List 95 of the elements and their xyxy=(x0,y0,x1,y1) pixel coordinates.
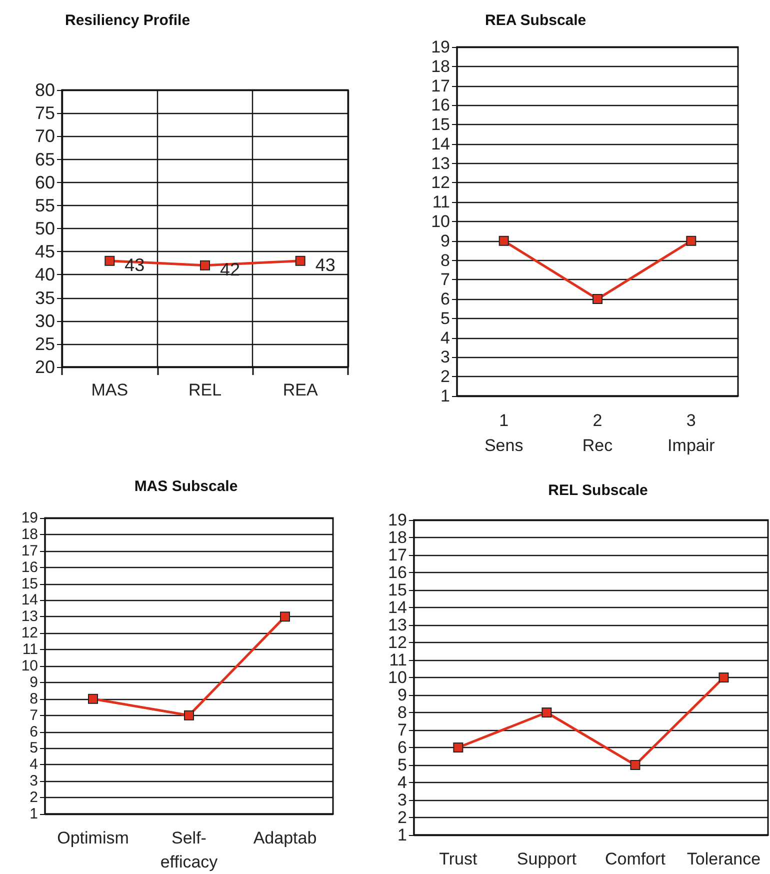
x-tick-label: 3 Impair xyxy=(668,411,716,455)
y-tick-label: 17 xyxy=(388,546,407,564)
y-tick-label: 19 xyxy=(388,510,407,530)
y-tick-label: 40 xyxy=(34,264,55,285)
y-tick-label: 18 xyxy=(388,528,407,547)
y-tick-label: 18 xyxy=(431,56,450,76)
y-tick-label: 9 xyxy=(440,231,450,250)
y-tick-label: 80 xyxy=(34,80,55,100)
chart-title: MAS Subscale xyxy=(134,478,238,495)
y-tick-label: 7 xyxy=(440,270,450,290)
y-tick-label: 45 xyxy=(34,242,55,262)
data-label: 43 xyxy=(315,254,336,275)
y-tick-label: 11 xyxy=(22,641,38,658)
y-tick-label: 5 xyxy=(440,308,450,328)
point xyxy=(630,760,640,770)
chart-title: REL Subscale xyxy=(548,482,648,499)
x-tick-label: REL xyxy=(188,380,222,400)
y-tick-label: 8 xyxy=(440,250,450,270)
y-tick-label: 17 xyxy=(431,76,450,96)
y-tick-label: 12 xyxy=(431,173,450,192)
y-tick-label: 12 xyxy=(388,633,407,652)
y-tick-label: 8 xyxy=(30,690,38,708)
x-tick-label: Support xyxy=(516,850,577,868)
chart-title: REA Subscale xyxy=(485,12,586,29)
y-tick-label: 1 xyxy=(440,386,450,406)
y-tick-label: 15 xyxy=(388,580,407,600)
x-tick-label: MAS xyxy=(91,380,128,400)
x-tick-label: Trust xyxy=(439,850,478,868)
y-tick-label: 2 xyxy=(440,367,450,386)
y-tick-label: 16 xyxy=(431,96,450,115)
y-tick-label: 55 xyxy=(34,195,55,216)
point xyxy=(280,612,290,622)
y-tick-label: 15 xyxy=(431,115,450,134)
y-tick-label: 50 xyxy=(34,218,55,238)
y-tick-label: 60 xyxy=(34,172,55,192)
x-tick-label: 1 Sens xyxy=(484,411,524,455)
y-tick-label: 19 xyxy=(431,38,450,56)
y-tick-label: 4 xyxy=(397,773,407,792)
point xyxy=(542,708,552,718)
point xyxy=(718,672,729,682)
x-tick-label: Self- efficacy xyxy=(160,828,218,872)
y-tick-label: 18 xyxy=(21,526,38,543)
y-tick-label: 1 xyxy=(397,826,407,844)
y-tick-label: 9 xyxy=(30,674,38,691)
y-tick-label: 4 xyxy=(30,756,38,774)
y-tick-label: 30 xyxy=(34,310,55,331)
y-tick-label: 20 xyxy=(34,357,55,377)
y-tick-label: 6 xyxy=(397,738,407,757)
y-tick-label: 13 xyxy=(21,608,38,626)
point xyxy=(453,742,464,752)
y-tick-label: 6 xyxy=(30,723,38,740)
y-tick-label: 35 xyxy=(34,288,55,308)
y-tick-label: 14 xyxy=(388,598,407,617)
y-tick-label: 7 xyxy=(30,706,38,724)
y-tick-label: 10 xyxy=(431,212,450,231)
y-tick-label: 14 xyxy=(21,592,38,609)
x-tick-label: REA xyxy=(282,380,318,400)
y-tick-label: 3 xyxy=(30,772,38,790)
x-tick-label: Comfort xyxy=(604,850,666,868)
y-tick-label: 6 xyxy=(440,290,450,309)
y-tick-label: 5 xyxy=(30,740,38,757)
y-tick-label: 4 xyxy=(440,328,450,348)
y-tick-label: 19 xyxy=(21,510,38,526)
y-tick-label: 2 xyxy=(30,789,38,806)
y-tick-label: 11 xyxy=(432,192,450,212)
y-tick-label: 10 xyxy=(21,658,38,674)
x-tick-label: Adaptab xyxy=(253,828,317,848)
y-tick-label: 8 xyxy=(397,703,407,722)
y-tick-label: 16 xyxy=(388,563,407,582)
y-tick-label: 7 xyxy=(397,720,407,740)
chart-title: Resiliency Profile xyxy=(65,12,190,29)
y-tick-label: 25 xyxy=(34,334,55,354)
y-tick-label: 13 xyxy=(388,616,407,634)
y-tick-label: 13 xyxy=(431,154,450,173)
y-tick-label: 16 xyxy=(21,558,38,576)
x-tick-label: Tolerance xyxy=(686,850,761,868)
y-tick-label: 12 xyxy=(21,624,38,642)
x-tick-label: 2 Rec xyxy=(582,411,614,455)
y-tick-label: 70 xyxy=(34,126,55,146)
y-tick-label: 11 xyxy=(389,650,407,670)
y-tick-label: 3 xyxy=(440,348,450,367)
point xyxy=(88,694,98,704)
y-tick-label: 15 xyxy=(21,575,38,592)
y-tick-label: 2 xyxy=(397,808,407,827)
x-tick-label: Optimism xyxy=(57,828,129,848)
y-tick-label: 9 xyxy=(397,686,407,704)
y-tick-label: 17 xyxy=(21,542,38,560)
y-tick-label: 1 xyxy=(30,806,38,822)
y-tick-label: 14 xyxy=(431,134,450,154)
y-tick-label: 5 xyxy=(397,756,407,774)
point xyxy=(184,710,194,720)
y-tick-label: 3 xyxy=(397,790,407,810)
y-tick-label: 75 xyxy=(34,103,55,124)
y-tick-label: 10 xyxy=(388,668,407,687)
y-tick-label: 65 xyxy=(34,149,55,170)
